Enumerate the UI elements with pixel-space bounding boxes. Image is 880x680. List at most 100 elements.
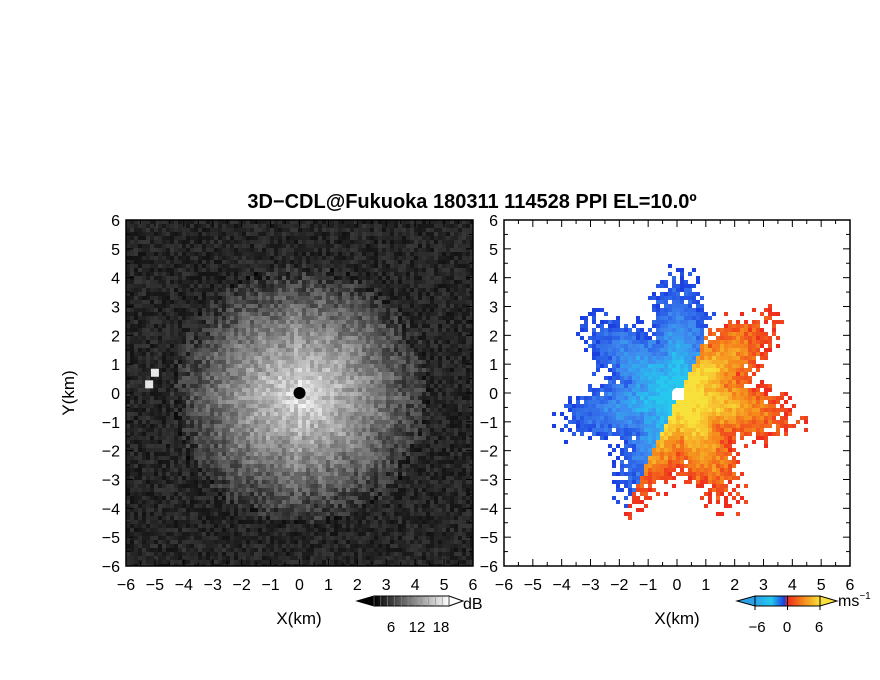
intensity-cell (414, 348, 418, 352)
intensity-cell (438, 300, 442, 304)
intensity-cell (126, 424, 130, 428)
intensity-cell (246, 372, 250, 376)
intensity-cell (334, 280, 338, 284)
intensity-cell (198, 232, 202, 236)
intensity-cell (218, 420, 222, 424)
intensity-cell (138, 316, 142, 320)
intensity-cell (386, 244, 390, 248)
intensity-cell (246, 436, 250, 440)
intensity-cell (414, 332, 418, 336)
intensity-cell (322, 400, 326, 404)
intensity-cell (158, 228, 162, 232)
intensity-cell (442, 404, 446, 408)
intensity-cell (302, 340, 306, 344)
intensity-cell (190, 272, 194, 276)
intensity-cell (322, 284, 326, 288)
intensity-cell (198, 324, 202, 328)
intensity-cell (370, 420, 374, 424)
intensity-cell (234, 300, 238, 304)
intensity-cell (246, 328, 250, 332)
intensity-cell (258, 400, 262, 404)
intensity-cell (394, 368, 398, 372)
intensity-cell (454, 236, 458, 240)
intensity-cell (326, 388, 330, 392)
intensity-cell (242, 316, 246, 320)
intensity-cell (374, 280, 378, 284)
intensity-cell (202, 376, 206, 380)
intensity-cell (242, 256, 246, 260)
intensity-cell (406, 364, 410, 368)
intensity-cell (134, 292, 138, 296)
intensity-cell (190, 360, 194, 364)
intensity-cell (454, 240, 458, 244)
intensity-cell (190, 260, 194, 264)
intensity-cell (294, 268, 298, 272)
intensity-cell (186, 308, 190, 312)
intensity-cell (178, 280, 182, 284)
intensity-cell (254, 328, 258, 332)
intensity-cell (354, 376, 358, 380)
intensity-cell (130, 400, 134, 404)
intensity-cell (278, 292, 282, 296)
intensity-cell (398, 372, 402, 376)
intensity-cell (466, 260, 470, 264)
intensity-cell (342, 316, 346, 320)
intensity-cell (374, 288, 378, 292)
intensity-cell (418, 328, 422, 332)
intensity-cell (190, 408, 194, 412)
intensity-cell (450, 316, 454, 320)
intensity-cell (354, 440, 358, 444)
intensity-cell (198, 420, 202, 424)
intensity-cell (194, 280, 198, 284)
intensity-cell (186, 316, 190, 320)
intensity-cell (398, 444, 402, 448)
intensity-cell (354, 288, 358, 292)
intensity-cell (390, 316, 394, 320)
intensity-cell (374, 268, 378, 272)
intensity-cell (162, 248, 166, 252)
intensity-cell (142, 444, 146, 448)
intensity-cell (314, 388, 318, 392)
intensity-cell (226, 268, 230, 272)
intensity-cell (226, 416, 230, 420)
intensity-cell (310, 312, 314, 316)
intensity-cell (446, 380, 450, 384)
intensity-cell (242, 448, 246, 452)
intensity-cell (130, 284, 134, 288)
intensity-cell (190, 448, 194, 452)
intensity-cell (302, 320, 306, 324)
intensity-cell (242, 276, 246, 280)
intensity-cell (458, 344, 462, 348)
intensity-cell (306, 336, 310, 340)
intensity-cell (326, 260, 330, 264)
intensity-cell (206, 404, 210, 408)
intensity-cell (310, 284, 314, 288)
intensity-cell (458, 424, 462, 428)
intensity-cell (386, 224, 390, 228)
intensity-cell (218, 376, 222, 380)
intensity-cell (390, 280, 394, 284)
intensity-cell (222, 360, 226, 364)
intensity-cell (246, 432, 250, 436)
intensity-cell (278, 316, 282, 320)
intensity-cell (306, 440, 310, 444)
intensity-cell (222, 228, 226, 232)
intensity-cell (382, 320, 386, 324)
intensity-cell (462, 220, 466, 224)
intensity-cell (346, 348, 350, 352)
intensity-cell (262, 288, 266, 292)
intensity-cell (406, 308, 410, 312)
intensity-cell (390, 392, 394, 396)
intensity-cell (134, 424, 138, 428)
intensity-cell (438, 344, 442, 348)
intensity-cell (202, 292, 206, 296)
intensity-cell (426, 268, 430, 272)
intensity-cell (214, 276, 218, 280)
intensity-cell (406, 228, 410, 232)
intensity-cell (318, 240, 322, 244)
intensity-cell (370, 368, 374, 372)
intensity-cell (162, 428, 166, 432)
intensity-cell (390, 260, 394, 264)
intensity-cell (166, 420, 170, 424)
intensity-cell (314, 320, 318, 324)
